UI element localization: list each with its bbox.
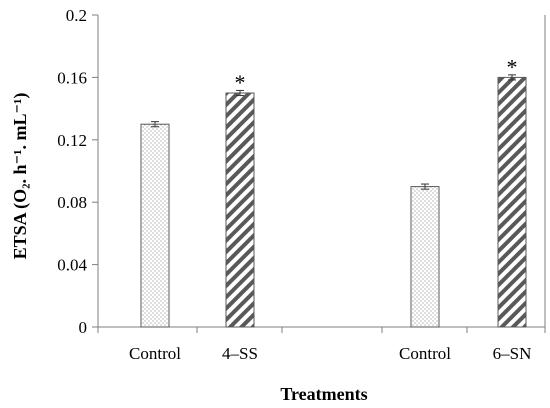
axes: 0 0.04 0.08 0.12 0.16 0.2 Control 4–SS Control 6–… [57,6,546,363]
bars: ** [140,54,527,328]
x-axis-title: Treatments [280,384,367,404]
y-tick-label: 0.04 [57,256,87,275]
bar [410,186,440,328]
x-tick-label: 6–SN [493,344,532,363]
x-tick-label: 4–SS [222,344,258,363]
y-tick-label: 0.16 [57,68,87,87]
y-tick-label: 0.08 [57,193,87,212]
x-tick-label: Control [129,344,181,363]
y-tick-label: 0.2 [66,6,87,25]
y-axis-title: ETSA (O₂. h⁻¹. mL⁻¹) [10,93,31,260]
y-tick-label: 0 [79,318,88,337]
bar [140,123,170,328]
bar [497,76,527,328]
significance-marker: * [507,54,518,79]
bar [225,92,255,328]
y-tick-label: 0.12 [57,131,87,150]
significance-marker: * [235,70,246,95]
x-tick-label: Control [399,344,451,363]
